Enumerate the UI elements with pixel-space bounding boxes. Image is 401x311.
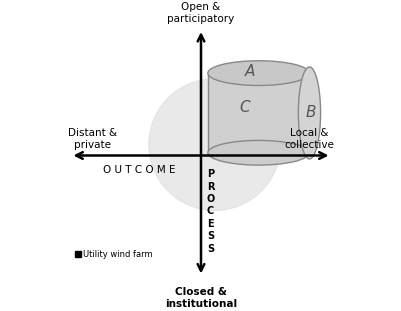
Ellipse shape [207,140,309,165]
Ellipse shape [298,67,320,159]
Text: Closed &
institutional: Closed & institutional [164,287,237,309]
Polygon shape [207,73,309,153]
Text: Local &
collective: Local & collective [284,128,333,150]
Text: Distant &
private: Distant & private [68,128,117,150]
Circle shape [148,79,280,211]
Text: C: C [239,100,250,115]
Text: B: B [305,105,315,120]
Text: Utility wind farm: Utility wind farm [83,250,152,258]
Ellipse shape [207,61,309,86]
Text: A: A [245,64,255,79]
Text: O U T C O M E: O U T C O M E [103,165,175,175]
Text: Open &
participatory: Open & participatory [167,2,234,24]
Text: P
R
O
C
E
S
S: P R O C E S S [206,169,214,254]
Bar [75,251,81,257]
